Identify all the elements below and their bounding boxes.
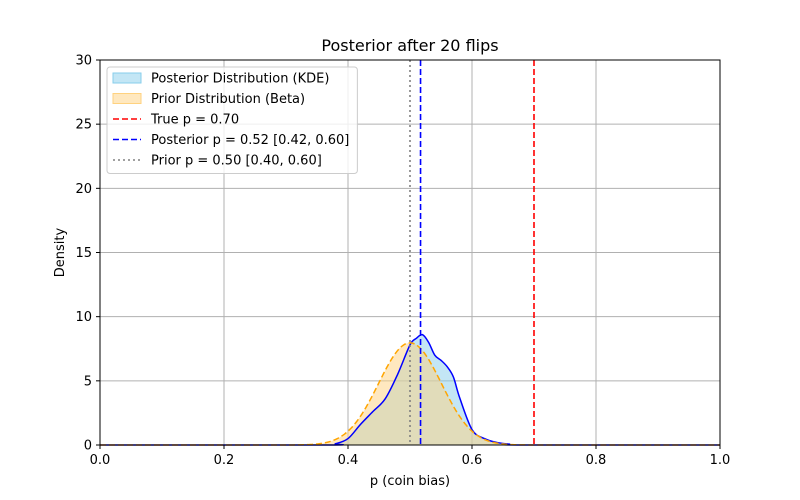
y-tick-label: 0: [84, 439, 92, 454]
x-tick-label: 0.2: [214, 453, 235, 468]
legend-box: [106, 66, 358, 174]
y-tick-label: 5: [84, 374, 92, 389]
y-tick-label: 25: [75, 118, 92, 133]
y-tick-label: 15: [75, 246, 92, 261]
y-tick-label: 10: [75, 310, 92, 325]
y-tick-label: 30: [75, 54, 92, 69]
density-areas: [100, 334, 720, 445]
legend-label: Posterior p = 0.52 [0.42, 0.60]: [151, 133, 349, 148]
x-axis-ticks: 0.0 0.2 0.4 0.6 0.8 1.0: [90, 445, 731, 468]
legend: Posterior Distribution (KDE) Prior Distri…: [106, 66, 358, 174]
prior-area: [100, 342, 720, 445]
y-axis-ticks: 0 5 10 15 20 25 30: [75, 54, 100, 454]
x-tick-label: 0.0: [90, 453, 111, 468]
x-tick-label: 1.0: [710, 453, 731, 468]
legend-label: Prior p = 0.50 [0.40, 0.60]: [151, 154, 322, 169]
legend-swatch: [112, 72, 142, 84]
legend-entries: Posterior Distribution (KDE) Prior Distri…: [112, 72, 349, 169]
chart-title: Posterior after 20 flips: [321, 36, 498, 55]
y-axis-title: Density: [53, 227, 68, 277]
legend-label: Posterior Distribution (KDE): [151, 72, 329, 87]
x-tick-label: 0.4: [338, 453, 359, 468]
y-tick-label: 20: [75, 182, 92, 197]
x-tick-label: 0.8: [586, 453, 607, 468]
legend-label: True p = 0.70: [150, 113, 239, 128]
x-axis-title: p (coin bias): [370, 474, 450, 489]
x-tick-label: 0.6: [462, 453, 483, 468]
legend-label: Prior Distribution (Beta): [151, 92, 305, 107]
reference-lines: [409, 60, 535, 445]
legend-swatch: [112, 93, 142, 104]
